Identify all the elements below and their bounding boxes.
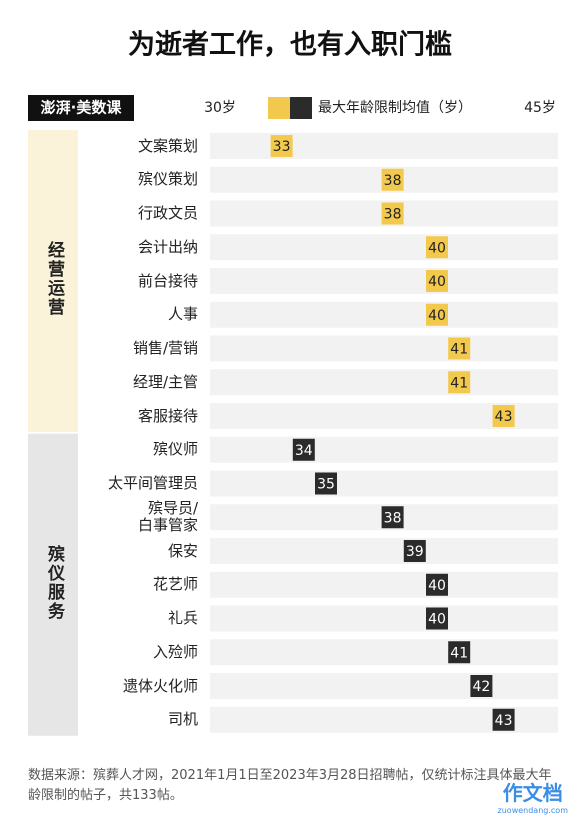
value-label: 41 xyxy=(450,645,468,661)
dot xyxy=(381,168,404,191)
legend-swatch xyxy=(290,97,312,119)
dot xyxy=(426,303,448,326)
dot xyxy=(270,135,293,157)
value-label: 34 xyxy=(295,443,313,459)
row-band xyxy=(210,538,558,564)
dot xyxy=(448,371,471,394)
dot xyxy=(403,540,426,562)
x-tick-label: 45岁 xyxy=(524,100,556,116)
category-label: 殡导员/ 白事管家 xyxy=(137,499,198,535)
dot xyxy=(426,607,448,630)
category-label: 花艺师 xyxy=(152,575,198,594)
row-band xyxy=(210,369,558,396)
category-label: 遗体火化师 xyxy=(122,676,198,695)
row-band xyxy=(210,234,558,261)
group-box xyxy=(28,130,78,432)
value-label: 40 xyxy=(428,308,446,324)
category-label: 保安 xyxy=(167,541,198,560)
row-band xyxy=(210,639,558,666)
group-label: 殡仪服务 xyxy=(44,544,64,621)
group-box xyxy=(28,433,78,736)
legend-label: 最大年龄限制均值（岁） xyxy=(318,100,472,116)
dot xyxy=(492,708,515,731)
value-label: 43 xyxy=(495,409,513,425)
brand-bg xyxy=(28,95,134,121)
category-label: 殡仪师 xyxy=(152,440,198,459)
dot xyxy=(381,506,404,529)
value-label: 40 xyxy=(428,578,446,594)
row-band xyxy=(210,605,558,632)
row-band xyxy=(210,268,558,294)
value-label: 40 xyxy=(428,274,446,290)
dot xyxy=(448,337,471,360)
value-label: 41 xyxy=(450,375,468,391)
dot xyxy=(292,438,315,461)
row-band xyxy=(210,673,558,699)
category-label: 礼兵 xyxy=(167,609,198,627)
value-label: 42 xyxy=(472,679,490,695)
row-band xyxy=(210,470,558,497)
watermark: 作文档 zuowendang.com xyxy=(498,777,568,815)
x-tick-label: 30岁 xyxy=(204,100,236,116)
row-band xyxy=(210,133,558,159)
category-label: 入殓师 xyxy=(152,642,198,661)
value-label: 38 xyxy=(384,207,402,223)
value-label: 33 xyxy=(273,139,291,155)
dot xyxy=(470,675,493,697)
value-label: 39 xyxy=(406,544,424,560)
row-band xyxy=(210,571,558,598)
legend-swatch xyxy=(268,97,290,119)
category-label: 司机 xyxy=(167,710,198,729)
category-label: 殡仪策划 xyxy=(137,170,198,189)
category-label: 太平间管理员 xyxy=(107,474,198,492)
dot xyxy=(426,236,448,259)
dot xyxy=(448,641,471,664)
value-label: 41 xyxy=(450,342,468,358)
value-label: 43 xyxy=(495,713,513,729)
dot xyxy=(426,270,448,292)
category-label: 会计出纳 xyxy=(137,237,198,256)
category-label: 经理/主管 xyxy=(132,372,198,391)
category-label: 前台接待 xyxy=(137,271,198,290)
value-label: 38 xyxy=(384,510,402,526)
dot xyxy=(426,573,448,596)
brand: 澎湃·美数课 xyxy=(41,99,123,117)
dot xyxy=(381,202,404,225)
value-label: 38 xyxy=(384,173,402,189)
value-label: 35 xyxy=(317,477,335,493)
category-label: 文案策划 xyxy=(137,136,198,155)
dot xyxy=(492,405,515,427)
category-label: 行政文员 xyxy=(137,204,198,222)
watermark-url: zuowendang.com xyxy=(497,806,568,815)
category-label: 销售/营销 xyxy=(132,339,198,357)
chart-title: 为逝者工作，也有入职门槛 xyxy=(128,30,452,61)
source-note: 数据来源：殡葬人才网，2021年1月1日至2023年3月28日招聘帖，仅统计标注… xyxy=(28,768,552,803)
row-band xyxy=(210,436,558,463)
watermark-text: 作文档 xyxy=(502,781,563,805)
value-label: 40 xyxy=(428,612,446,628)
group-label: 经营运营 xyxy=(44,241,64,317)
row-band xyxy=(210,301,558,328)
value-label: 40 xyxy=(428,240,446,256)
category-label: 客服接待 xyxy=(137,406,198,425)
dot xyxy=(315,472,337,495)
row-band xyxy=(210,335,558,362)
category-label: 人事 xyxy=(167,305,198,324)
